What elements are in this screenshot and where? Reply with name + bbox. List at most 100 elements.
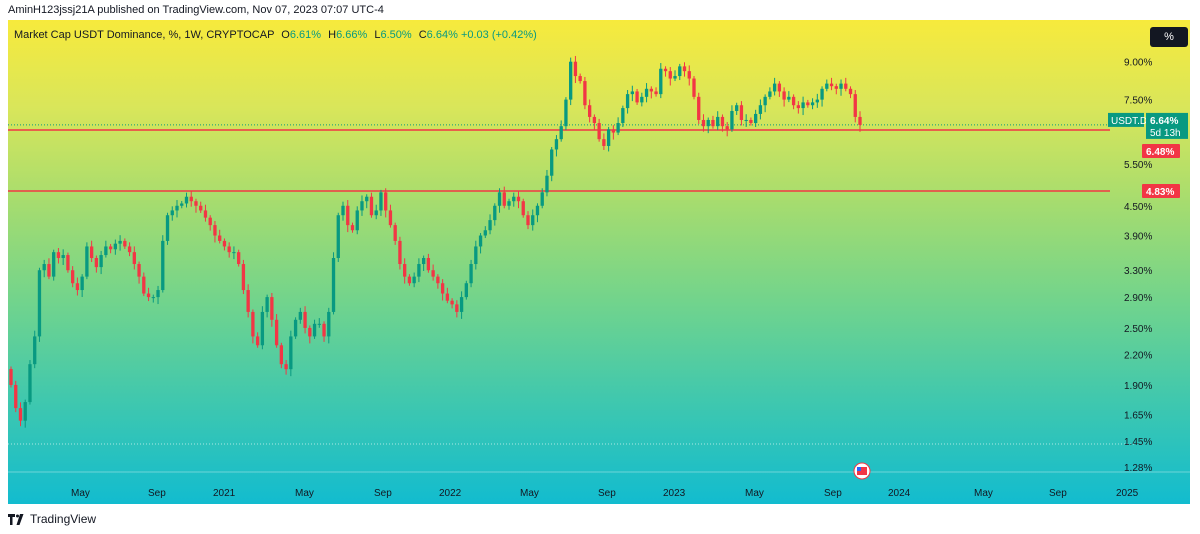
x-tick-label: Sep	[1049, 488, 1067, 499]
y-tick-label: 5.50%	[1124, 160, 1152, 171]
candle-body	[279, 345, 284, 365]
candle-body	[678, 66, 682, 77]
candle-body	[341, 205, 345, 216]
legend-title: Market Cap USDT Dominance, %, 1W, CRYPTO…	[14, 29, 275, 41]
candle-body	[649, 88, 653, 92]
candle-body	[459, 297, 464, 312]
candle-body	[260, 311, 265, 346]
candle-body	[848, 88, 853, 95]
candle-body	[146, 293, 151, 298]
candle-body	[540, 192, 544, 206]
candle-body	[587, 105, 592, 117]
candle-body	[753, 113, 758, 124]
percent-scale-button[interactable]: %	[1150, 27, 1188, 47]
candle-body	[659, 68, 663, 95]
candle-body	[469, 264, 473, 284]
candle-body	[720, 116, 725, 127]
candle-body	[14, 384, 18, 409]
candle-body	[75, 283, 80, 291]
candle-body	[450, 300, 454, 305]
candle-body	[749, 119, 753, 124]
candle-body	[85, 246, 89, 277]
candle-body	[37, 270, 42, 337]
y-tick-label: 9.00%	[1124, 58, 1152, 69]
candle-body	[796, 105, 801, 109]
candle-body	[635, 91, 639, 103]
candle-body	[772, 83, 777, 92]
y-tick-label: 2.90%	[1124, 293, 1152, 304]
candle-body	[241, 264, 246, 291]
symbol-legend: Market Cap USDT Dominance, %, 1W, CRYPTO…	[14, 29, 537, 41]
candle-body	[203, 210, 208, 218]
candle-body	[858, 116, 862, 125]
candle-body	[246, 290, 250, 312]
candle-body	[550, 149, 554, 176]
candle-body	[787, 96, 791, 100]
candle-body	[417, 264, 421, 277]
candle-body	[483, 230, 487, 236]
candle-body	[431, 270, 435, 277]
candle-body	[251, 311, 255, 337]
candle-body	[308, 327, 312, 337]
candle-body	[312, 323, 317, 337]
chart-area[interactable]: 9.00% 7.50% 5.50% 4.50% 3.90% 3.30% 2.90% 2.50%…	[8, 20, 1190, 504]
candle-body	[559, 126, 563, 140]
candle-body	[716, 116, 720, 127]
candle-body	[687, 71, 691, 79]
candle-body	[521, 201, 525, 216]
candle-body	[421, 258, 426, 265]
legend-high-value: 6.66%	[336, 29, 368, 41]
flag-stripes	[857, 467, 867, 475]
candle-body	[644, 88, 649, 97]
candle-body	[298, 311, 302, 320]
candle-body	[42, 264, 46, 271]
publisher-line: AminH123jssj21A published on TradingView…	[8, 4, 384, 16]
candle-body	[573, 61, 578, 77]
candle-body	[379, 192, 383, 211]
candle-body	[516, 196, 521, 202]
candle-body	[625, 94, 630, 109]
candle-body	[346, 205, 350, 226]
candle-body	[47, 264, 51, 277]
candle-body	[199, 205, 203, 211]
candle-body	[355, 210, 359, 231]
candle-body	[161, 240, 165, 291]
us-flag-event-icon	[853, 462, 871, 480]
hline-upper-tag-bg	[1142, 143, 1180, 158]
candle-body	[331, 258, 336, 312]
candle-body	[829, 83, 834, 87]
candle-body	[725, 126, 729, 130]
candle-body	[108, 246, 113, 250]
candle-body	[293, 319, 298, 337]
candle-body	[222, 240, 227, 247]
candle-body	[156, 290, 160, 298]
x-tick-label: May	[520, 488, 539, 499]
last-price-tag-bg	[1146, 112, 1188, 139]
flag-canton	[857, 467, 861, 471]
candle-body	[564, 99, 568, 127]
candle-body	[66, 255, 70, 271]
candle-body	[820, 88, 824, 100]
candle-body	[9, 368, 13, 385]
price-chart[interactable]: 9.00% 7.50% 5.50% 4.50% 3.90% 3.30% 2.90% 2.50%…	[8, 20, 1190, 504]
x-tick-label: 2023	[663, 488, 686, 499]
candle-body	[810, 102, 815, 106]
candle-body	[464, 283, 468, 298]
candle-body	[744, 119, 748, 121]
candle-body	[289, 336, 293, 370]
candle-body	[602, 139, 606, 146]
candle-body	[493, 205, 497, 221]
x-tick-label: Sep	[598, 488, 616, 499]
y-tick-label: 1.28%	[1124, 463, 1152, 474]
candle-body	[426, 258, 431, 271]
candle-body	[583, 81, 587, 106]
symbol-tag-bg	[1108, 112, 1144, 127]
x-tick-label: May	[745, 488, 764, 499]
candle-body	[844, 83, 848, 89]
legend-low-value: 6.50%	[380, 29, 412, 41]
y-tick-label: 3.90%	[1124, 232, 1152, 243]
candle-body	[94, 258, 99, 268]
candle-body	[825, 83, 829, 89]
candle-body	[697, 96, 701, 120]
candle-body	[730, 110, 734, 130]
